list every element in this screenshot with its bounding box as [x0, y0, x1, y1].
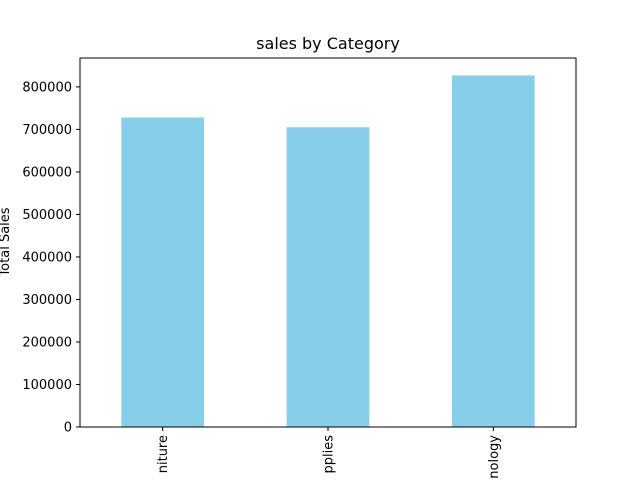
y-tick-label-6: 600000 [22, 165, 72, 180]
y-tick-label-2: 200000 [22, 335, 72, 350]
y-tick-label-8: 800000 [22, 80, 72, 95]
bar-3 [452, 75, 535, 428]
y-tick-label-3: 300000 [22, 293, 72, 308]
y-tick-label-4: 400000 [22, 250, 72, 265]
x-tick-label-2: nology [487, 435, 502, 479]
axes-frame [79, 57, 577, 428]
bar-2 [286, 127, 370, 428]
bar-1 [121, 117, 204, 428]
x-tick-label-0: niture [156, 435, 171, 473]
y-tick-label-0: 0 [64, 421, 72, 436]
y-tick-label-7: 700000 [22, 123, 72, 138]
chart-title: sales by Category [256, 34, 400, 53]
plot-area: 0 100000 200000 300000 400000 500000 600000 700… [22, 57, 577, 479]
y-tick-label-5: 500000 [22, 208, 72, 223]
y-tick-label-1: 100000 [22, 378, 72, 393]
y-axis-label: Total Sales [0, 207, 13, 277]
x-tick-label-1: pplies [322, 435, 337, 474]
